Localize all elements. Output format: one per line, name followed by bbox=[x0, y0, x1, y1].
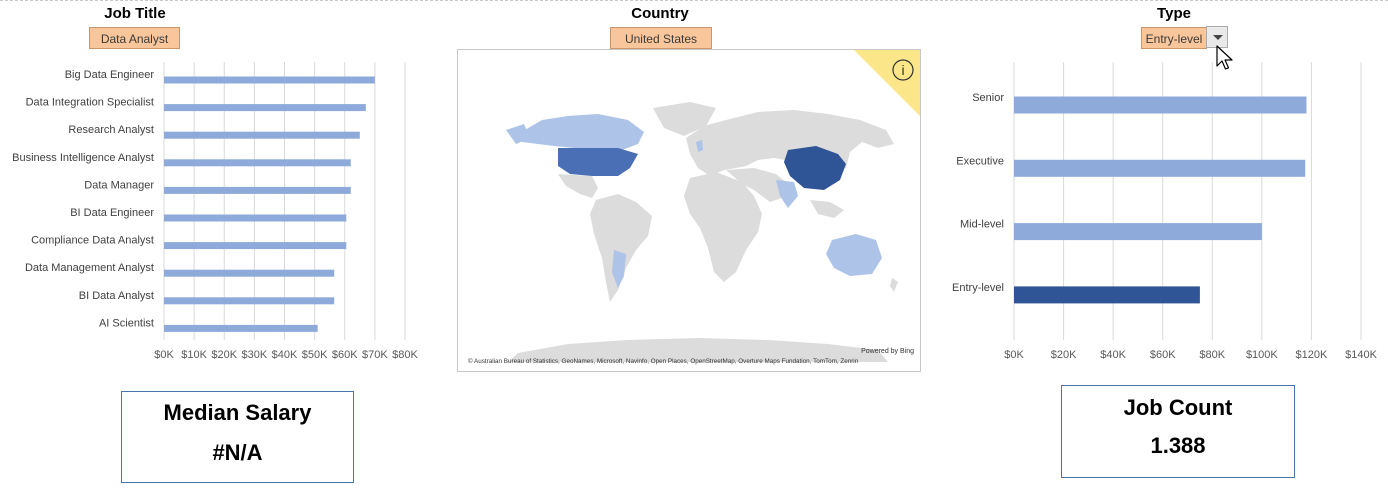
country-filter-label: Country bbox=[631, 5, 689, 22]
x-tick-label: $0K bbox=[1004, 349, 1024, 361]
bar bbox=[1014, 223, 1262, 241]
africa-shape bbox=[684, 172, 762, 282]
powered-by-label: Powered by Bing bbox=[861, 348, 914, 355]
category-label: BI Data Engineer bbox=[70, 207, 154, 219]
median-salary-card: Median Salary #N/A bbox=[121, 391, 354, 483]
job-title-filter-value[interactable]: Data Analyst bbox=[89, 27, 180, 49]
category-label: Data Integration Specialist bbox=[26, 97, 154, 109]
category-label: Big Data Engineer bbox=[65, 69, 155, 81]
bar bbox=[164, 269, 335, 277]
category-label: Data Manager bbox=[84, 179, 154, 191]
category-label: Data Management Analyst bbox=[25, 262, 154, 274]
x-tick-label: $70K bbox=[362, 349, 388, 361]
bar bbox=[164, 242, 347, 250]
category-label: Compliance Data Analyst bbox=[31, 235, 154, 247]
mexico-shape bbox=[558, 174, 598, 198]
bar bbox=[164, 131, 360, 139]
middle-east-shape bbox=[726, 168, 788, 202]
china-shape bbox=[784, 146, 846, 190]
job-title-salary-chart: $0K $10K $20K $30K $40K $50K $60K $70K $80K Big D… bbox=[12, 62, 419, 361]
top-border-line bbox=[0, 0, 1388, 1]
job-title-filter-label: Job Title bbox=[104, 5, 166, 22]
bar bbox=[164, 297, 335, 305]
type-filter-value[interactable]: Entry-level bbox=[1141, 27, 1207, 49]
map-attribution: © Australian Bureau of Statistics, GeoNa… bbox=[468, 357, 859, 365]
job-count-card: Job Count 1.388 bbox=[1061, 385, 1295, 478]
x-tick-label: $60K bbox=[1150, 349, 1176, 361]
category-label: Entry-level bbox=[952, 282, 1004, 294]
info-corner-badge bbox=[854, 50, 920, 116]
bar bbox=[1014, 159, 1306, 177]
x-tick-label: $80K bbox=[1199, 349, 1225, 361]
bar bbox=[164, 214, 347, 222]
category-label: BI Data Analyst bbox=[79, 290, 154, 302]
info-icon-glyph: i bbox=[901, 62, 904, 78]
greenland-shape bbox=[653, 102, 716, 136]
x-tick-label: $0K bbox=[154, 349, 174, 361]
bar bbox=[1014, 286, 1200, 304]
world-map-drawing: i Powered by Bing © Australian Bureau of… bbox=[468, 50, 920, 365]
antarctica-shape bbox=[508, 338, 888, 362]
x-tick-label: $40K bbox=[272, 349, 298, 361]
x-tick-label: $50K bbox=[302, 349, 328, 361]
mouse-cursor-icon bbox=[1216, 45, 1233, 70]
category-label: Executive bbox=[956, 155, 1004, 167]
uk-shape bbox=[696, 140, 703, 152]
bar bbox=[164, 76, 375, 84]
usa-shape bbox=[558, 148, 638, 176]
category-label: Mid-level bbox=[960, 219, 1004, 231]
info-icon[interactable] bbox=[892, 59, 914, 81]
se-asia-shape bbox=[810, 200, 844, 218]
x-tick-label: $100K bbox=[1246, 349, 1278, 361]
job-count-title: Job Count bbox=[1123, 395, 1233, 420]
x-tick-label: $20K bbox=[1051, 349, 1077, 361]
x-tick-label: $40K bbox=[1100, 349, 1126, 361]
median-salary-value: #N/A bbox=[212, 440, 263, 465]
category-label: Business Intelligence Analyst bbox=[12, 152, 154, 164]
bar bbox=[164, 186, 351, 194]
x-tick-label: $20K bbox=[211, 349, 237, 361]
south-america-shape bbox=[590, 194, 652, 302]
x-tick-label: $30K bbox=[242, 349, 268, 361]
category-label: Senior bbox=[972, 92, 1004, 104]
australia-shape bbox=[826, 234, 882, 276]
median-salary-title: Median Salary bbox=[163, 400, 312, 425]
job-count-value: 1.388 bbox=[1150, 433, 1206, 458]
x-tick-label: $10K bbox=[181, 349, 207, 361]
type-salary-chart: $0K $20K $40K $60K $80K $100K $120K $140K Senior… bbox=[952, 62, 1378, 361]
x-tick-label: $80K bbox=[392, 349, 418, 361]
bar bbox=[1014, 96, 1307, 114]
alaska-shape bbox=[506, 124, 530, 144]
argentina-shape bbox=[612, 250, 626, 288]
new-zealand-shape bbox=[890, 278, 898, 292]
x-tick-label: $60K bbox=[332, 349, 358, 361]
type-filter-label: Type bbox=[1157, 5, 1191, 22]
bar bbox=[164, 159, 351, 167]
bar bbox=[164, 104, 366, 112]
bar bbox=[164, 324, 318, 332]
x-tick-label: $120K bbox=[1296, 349, 1328, 361]
country-map[interactable]: i Powered by Bing © Australian Bureau of… bbox=[457, 49, 921, 372]
country-filter-value[interactable]: United States bbox=[610, 27, 712, 49]
category-label: AI Scientist bbox=[99, 317, 154, 329]
x-tick-label: $140K bbox=[1345, 349, 1377, 361]
canada-shape bbox=[518, 114, 644, 150]
india-shape bbox=[776, 180, 798, 208]
category-label: Research Analyst bbox=[68, 124, 154, 136]
